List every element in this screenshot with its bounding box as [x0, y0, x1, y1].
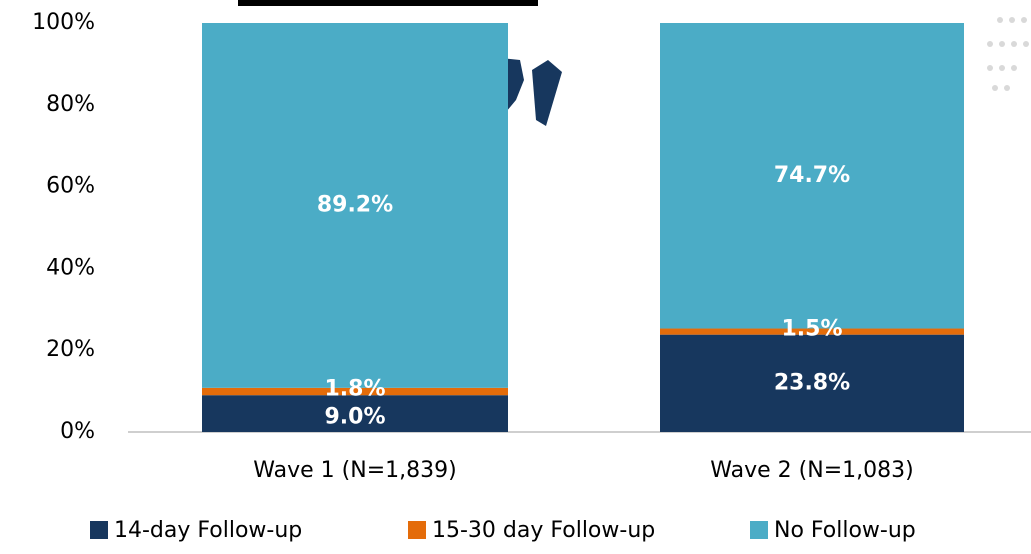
x-tick-label: Wave 2 (N=1,083) — [710, 458, 913, 483]
title-fragment — [238, 0, 538, 6]
bar-segment — [202, 395, 508, 432]
data-label: 1.5% — [781, 317, 842, 342]
legend-label: 15-30 day Follow-up — [432, 518, 655, 543]
y-tick-label: 0% — [60, 419, 95, 444]
data-label: 9.0% — [324, 405, 385, 430]
y-tick-label: 40% — [46, 255, 95, 280]
data-label: 1.8% — [324, 377, 385, 402]
y-tick-label: 60% — [46, 174, 95, 199]
bar-segment — [660, 23, 964, 329]
bar-segment — [202, 23, 508, 388]
y-tick-label: 80% — [46, 92, 95, 117]
corner-dots — [987, 17, 1029, 91]
bar-segment — [660, 328, 964, 335]
legend-swatch — [90, 521, 108, 539]
bar-segment — [660, 334, 964, 432]
y-tick-label: 100% — [32, 10, 95, 35]
legend-swatch — [408, 521, 426, 539]
x-tick-label: Wave 1 (N=1,839) — [253, 458, 456, 483]
legend-label: 14-day Follow-up — [114, 518, 302, 543]
bar-segment — [202, 387, 508, 396]
y-tick-label: 20% — [46, 337, 95, 362]
legend-swatch — [750, 521, 768, 539]
data-label: 89.2% — [317, 192, 393, 217]
data-label: 74.7% — [774, 163, 850, 188]
data-label: 23.8% — [774, 370, 850, 395]
legend-label: No Follow-up — [774, 518, 916, 543]
